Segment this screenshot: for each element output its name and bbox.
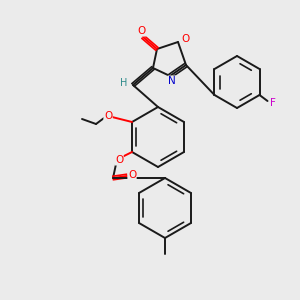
Text: O: O	[104, 111, 112, 121]
Text: O: O	[128, 170, 136, 180]
Text: O: O	[138, 26, 146, 36]
Text: H: H	[120, 78, 128, 88]
Text: O: O	[115, 155, 123, 165]
Text: N: N	[168, 76, 176, 86]
Text: F: F	[270, 98, 275, 108]
Text: O: O	[181, 34, 189, 44]
